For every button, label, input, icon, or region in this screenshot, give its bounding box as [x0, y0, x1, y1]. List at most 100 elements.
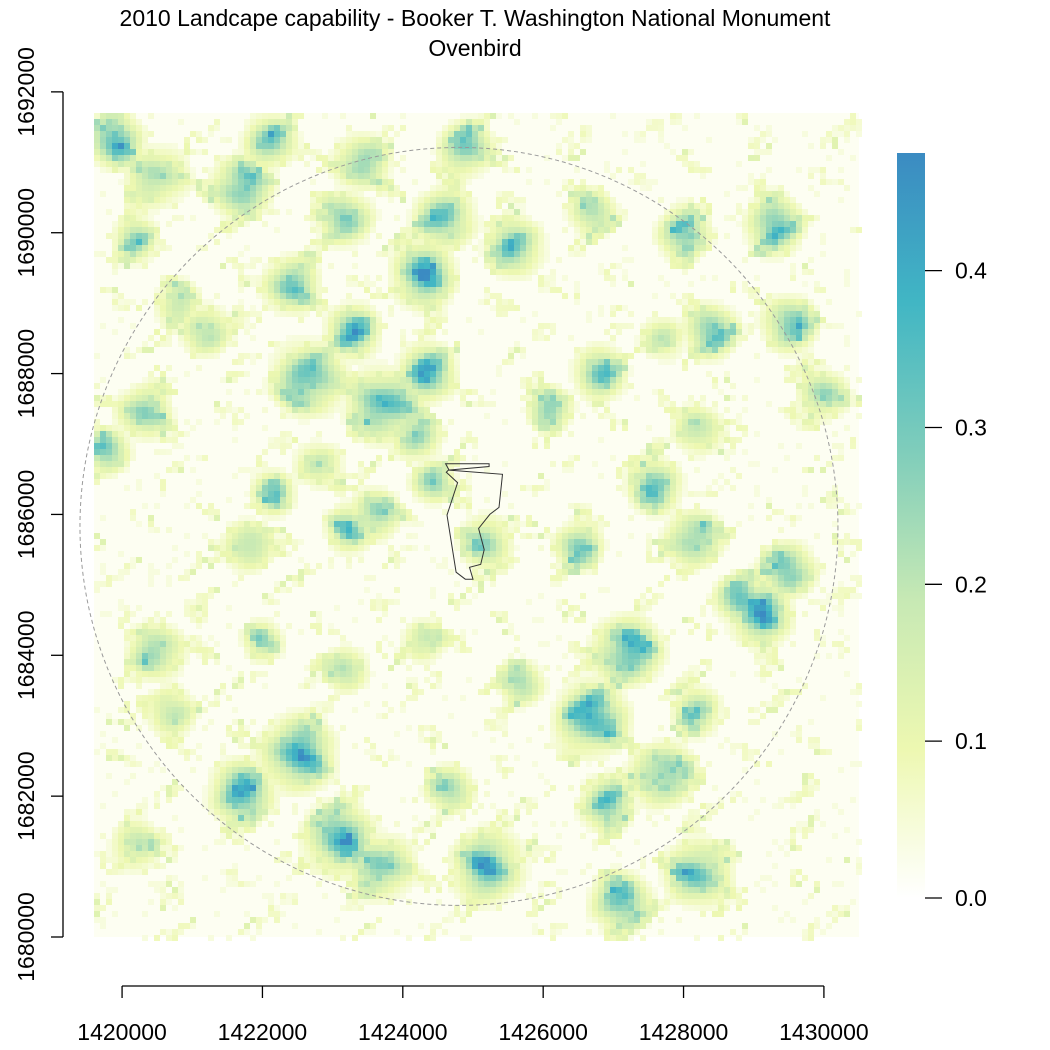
raster-cell	[418, 305, 424, 311]
raster-cell	[298, 257, 304, 263]
raster-cell	[280, 287, 286, 293]
raster-cell	[508, 299, 514, 305]
raster-cell	[448, 185, 454, 191]
raster-cell	[100, 425, 106, 431]
raster-cell	[574, 557, 580, 563]
raster-cell	[448, 215, 454, 221]
raster-cell	[346, 185, 352, 191]
raster-cell	[832, 539, 838, 545]
raster-cell	[292, 251, 298, 257]
raster-cell	[562, 545, 568, 551]
raster-cell	[316, 281, 322, 287]
raster-cell	[622, 131, 628, 137]
raster-cell	[292, 491, 298, 497]
raster-cell	[286, 431, 292, 437]
raster-cell	[94, 137, 100, 143]
raster-cell	[412, 281, 418, 287]
raster-cell	[616, 395, 622, 401]
raster-cell	[724, 347, 730, 353]
raster-cell	[646, 185, 652, 191]
raster-cell	[322, 509, 328, 515]
raster-cell	[766, 257, 772, 263]
raster-cell	[268, 275, 274, 281]
raster-cell	[454, 221, 460, 227]
raster-cell	[106, 431, 112, 437]
raster-cell	[238, 527, 244, 533]
raster-cell	[682, 269, 688, 275]
raster-cell	[136, 239, 142, 245]
raster-cell	[262, 551, 268, 557]
raster-cell	[628, 455, 634, 461]
raster-cell	[706, 221, 712, 227]
raster-cell	[436, 383, 442, 389]
raster-cell	[322, 161, 328, 167]
raster-cell	[508, 557, 514, 563]
raster-cell	[412, 215, 418, 221]
raster-cell	[268, 551, 274, 557]
raster-cell	[832, 413, 838, 419]
raster-cell	[214, 305, 220, 311]
raster-cell	[394, 407, 400, 413]
raster-cell	[250, 305, 256, 311]
raster-cell	[712, 407, 718, 413]
raster-cell	[706, 437, 712, 443]
raster-cell	[778, 335, 784, 341]
raster-cell	[388, 407, 394, 413]
raster-cell	[226, 335, 232, 341]
raster-cell	[112, 149, 118, 155]
raster-cell	[592, 557, 598, 563]
raster-cell	[538, 227, 544, 233]
raster-cell	[700, 251, 706, 257]
raster-cell	[658, 455, 664, 461]
raster-cell	[364, 317, 370, 323]
raster-cell	[634, 173, 640, 179]
raster-cell	[706, 551, 712, 557]
raster-cell	[514, 527, 520, 533]
raster-cell	[838, 455, 844, 461]
raster-cell	[448, 221, 454, 227]
raster-cell	[394, 491, 400, 497]
raster-cell	[736, 113, 742, 119]
raster-cell	[724, 425, 730, 431]
raster-cell	[400, 281, 406, 287]
raster-cell	[664, 533, 670, 539]
raster-cell	[706, 317, 712, 323]
raster-cell	[442, 179, 448, 185]
raster-cell	[232, 305, 238, 311]
raster-cell	[256, 179, 262, 185]
raster-cell	[226, 539, 232, 545]
raster-cell	[142, 227, 148, 233]
raster-cell	[796, 407, 802, 413]
raster-cell	[172, 293, 178, 299]
raster-cell	[658, 197, 664, 203]
raster-cell	[814, 329, 820, 335]
raster-cell	[424, 467, 430, 473]
raster-cell	[688, 395, 694, 401]
raster-cell	[280, 509, 286, 515]
raster-cell	[346, 239, 352, 245]
raster-cell	[604, 329, 610, 335]
raster-cell	[106, 167, 112, 173]
raster-cell	[244, 263, 250, 269]
raster-cell	[250, 143, 256, 149]
raster-cell	[124, 407, 130, 413]
raster-cell	[154, 299, 160, 305]
raster-cell	[280, 371, 286, 377]
raster-cell	[148, 143, 154, 149]
raster-cell	[142, 209, 148, 215]
raster-cell	[712, 437, 718, 443]
raster-cell	[646, 353, 652, 359]
raster-cell	[502, 155, 508, 161]
raster-cell	[694, 539, 700, 545]
raster-cell	[808, 143, 814, 149]
raster-cell	[478, 563, 484, 569]
raster-cell	[352, 545, 358, 551]
raster-cell	[160, 401, 166, 407]
raster-cell	[616, 365, 622, 371]
raster-cell	[670, 347, 676, 353]
raster-cell	[670, 539, 676, 545]
raster-cell	[286, 359, 292, 365]
raster-cell	[190, 569, 196, 575]
raster-cell	[592, 407, 598, 413]
raster-cell	[586, 533, 592, 539]
